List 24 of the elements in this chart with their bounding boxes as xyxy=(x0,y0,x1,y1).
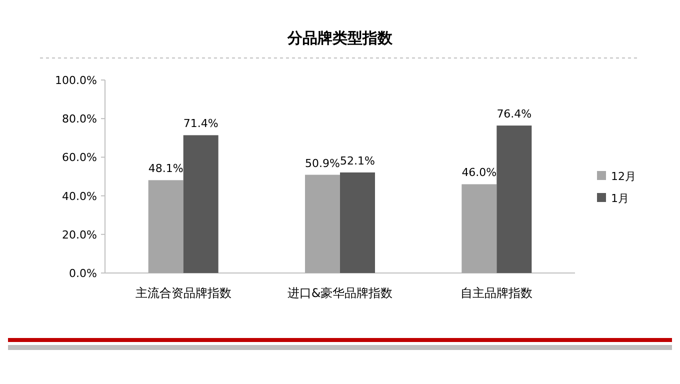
x-tick-label: 自主品牌指数 xyxy=(460,286,533,300)
data-label: 71.4% xyxy=(183,117,218,130)
bar xyxy=(340,172,375,273)
y-tick-label: 60.0% xyxy=(62,151,97,164)
bar xyxy=(496,126,532,273)
data-label: 76.4% xyxy=(496,108,532,121)
y-tick-label: 20.0% xyxy=(62,228,97,242)
bar xyxy=(183,135,218,273)
bar xyxy=(462,184,497,273)
data-label: 48.1% xyxy=(148,162,184,176)
data-label: 50.9% xyxy=(305,156,340,170)
y-tick-label: 40.0% xyxy=(62,190,97,203)
bar xyxy=(148,180,184,273)
x-tick-label: 主流合资品牌指数 xyxy=(135,286,232,300)
legend-label: 12月 xyxy=(611,170,636,183)
y-tick-label: 80.0% xyxy=(62,112,97,126)
y-tick-label: 100.0% xyxy=(55,74,97,87)
data-label: 52.1% xyxy=(340,154,375,168)
chart-title: 分品牌类型指数 xyxy=(286,29,394,47)
y-tick-label: 0.0% xyxy=(69,267,97,280)
data-label: 46.0% xyxy=(462,166,497,180)
legend-label: 1月 xyxy=(611,192,629,205)
x-tick-label: 进口&豪华品牌指数 xyxy=(287,286,393,300)
bar xyxy=(305,174,340,273)
